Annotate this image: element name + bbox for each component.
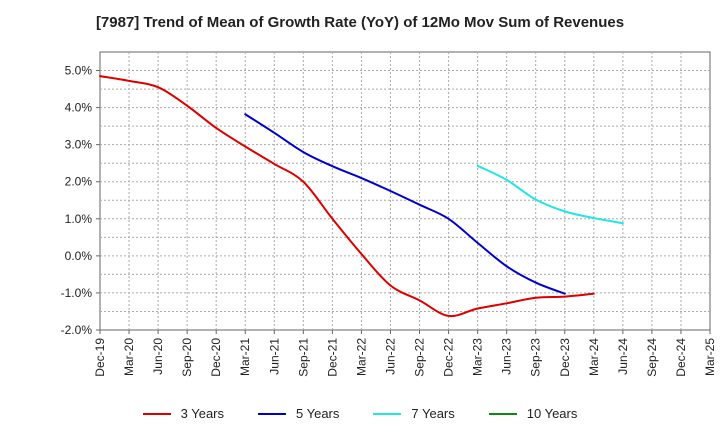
x-tick-label: Sep-23 bbox=[529, 338, 543, 377]
x-tick-label: Jun-22 bbox=[383, 338, 397, 375]
legend-label: 5 Years bbox=[296, 406, 340, 421]
legend-item-5-years: 5 Years bbox=[258, 406, 339, 421]
y-tick-label: 4.0% bbox=[65, 101, 93, 115]
x-tick-label: Mar-24 bbox=[587, 338, 601, 376]
y-tick-label: 0.0% bbox=[65, 249, 93, 263]
legend-swatch bbox=[488, 412, 517, 415]
x-tick-label: Mar-21 bbox=[238, 338, 252, 376]
legend-swatch bbox=[373, 412, 402, 415]
legend: 3 Years 5 Years 7 Years 10 Years bbox=[0, 406, 720, 421]
x-tick-label: Mar-20 bbox=[122, 338, 136, 376]
series-line-7-years bbox=[476, 164, 624, 225]
x-tick-label: Sep-22 bbox=[413, 338, 427, 377]
legend-item-10-years: 10 Years bbox=[488, 406, 578, 421]
x-tick-label: Sep-20 bbox=[180, 338, 194, 377]
x-tick-label: Jun-23 bbox=[500, 338, 514, 375]
y-tick-label: 5.0% bbox=[65, 64, 93, 78]
x-tick-label: Dec-21 bbox=[325, 338, 339, 377]
x-tick-label: Mar-25 bbox=[703, 338, 717, 376]
legend-item-3-years: 3 Years bbox=[142, 406, 224, 421]
legend-label: 3 Years bbox=[180, 406, 224, 421]
chart-title: [7987] Trend of Mean of Growth Rate (YoY… bbox=[95, 14, 625, 31]
x-tick-label: Dec-19 bbox=[93, 338, 107, 377]
grid bbox=[100, 52, 710, 330]
legend-swatch bbox=[142, 412, 171, 415]
x-tick-label: Sep-24 bbox=[645, 338, 659, 377]
x-tick-label: Sep-21 bbox=[296, 338, 310, 377]
legend-item-7-years: 7 Years bbox=[373, 406, 455, 421]
x-tick-label: Dec-23 bbox=[558, 338, 572, 377]
x-tick-label: Mar-22 bbox=[354, 338, 368, 376]
legend-label: 7 Years bbox=[411, 406, 455, 421]
legend-swatch bbox=[258, 412, 286, 415]
series-line-5-years bbox=[244, 113, 566, 295]
plot-area bbox=[99, 51, 711, 331]
x-tick-label: Mar-23 bbox=[471, 338, 485, 376]
y-tick-label: 3.0% bbox=[65, 138, 93, 152]
x-tick-label: Jun-21 bbox=[267, 338, 281, 375]
series-line-3-years bbox=[99, 75, 595, 318]
x-axis-ticks: Dec-19 Mar-20 Jun-20 Sep-20 Dec-20 Mar-21 Jun-… bbox=[93, 330, 717, 377]
y-tick-label: -2.0% bbox=[61, 323, 93, 337]
x-tick-label: Jun-20 bbox=[151, 338, 165, 375]
x-tick-label: Dec-20 bbox=[209, 338, 223, 377]
y-tick-label: 1.0% bbox=[65, 212, 93, 226]
y-axis-ticks: -2.0% -1.0% 0.0% 1.0% 2.0% 3.0% 4.0% 5.0% bbox=[61, 64, 100, 337]
x-tick-label: Jun-24 bbox=[616, 338, 630, 375]
x-tick-label: Dec-24 bbox=[674, 338, 688, 377]
y-tick-label: 2.0% bbox=[65, 175, 93, 189]
series-lines bbox=[99, 75, 624, 318]
legend-label: 10 Years bbox=[526, 406, 578, 421]
y-tick-label: -1.0% bbox=[61, 286, 93, 300]
x-tick-label: Dec-22 bbox=[442, 338, 456, 377]
